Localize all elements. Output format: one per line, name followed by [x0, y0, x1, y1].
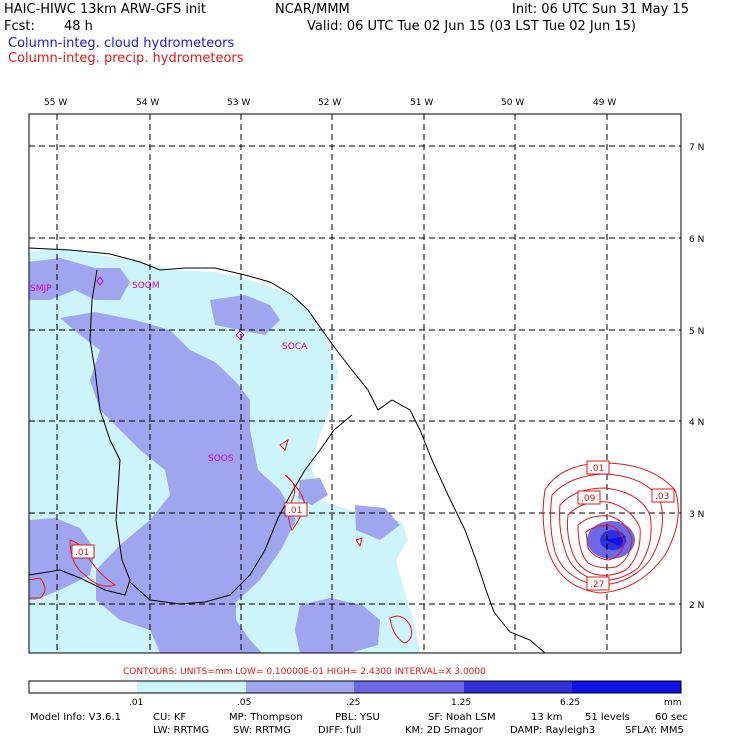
- footer-lw: LW: RRTMG: [153, 725, 210, 736]
- station-label: SOOS: [208, 454, 234, 464]
- colorbar-units: mm: [664, 698, 682, 708]
- station-markers: [96, 276, 245, 340]
- footer-pbl: PBL: YSU: [335, 712, 380, 723]
- footer-sf: SF: Noah LSM: [428, 712, 496, 723]
- contour-label-box: [71, 544, 95, 559]
- colorbar-segment: [137, 681, 246, 693]
- colorbar-tick: 6.25: [560, 698, 580, 708]
- lat-label: 2 N: [689, 601, 704, 611]
- precip-contour-center: [284, 474, 306, 531]
- contour-label-box: [577, 490, 601, 505]
- station-label: SOOM: [132, 281, 160, 291]
- lat-label: 5 N: [689, 327, 704, 337]
- precip-contour-south: [389, 615, 412, 644]
- coastline-main: [29, 247, 546, 653]
- footer-damp: DAMP: Rayleigh3: [510, 725, 596, 736]
- footer-levels: 51 levels: [585, 712, 630, 723]
- footer-mp: MP: Thompson: [229, 712, 303, 723]
- lon-label: 50 W: [501, 98, 524, 108]
- contour-label: .01: [75, 548, 89, 558]
- footer-km: KM: 2D Smagor: [405, 725, 483, 736]
- lon-label: 51 W: [410, 98, 433, 108]
- lon-label: 54 W: [136, 98, 159, 108]
- cloud-shade-max: [604, 536, 626, 546]
- station-label: SOCA: [282, 342, 308, 352]
- cloud-shade-medium: [29, 258, 400, 653]
- colorbar-ticks: .01 .05 .25 1.25 6.25 mm: [129, 698, 682, 708]
- colorbar-segment: [464, 681, 572, 693]
- precip-contour: [577, 515, 633, 569]
- colorbar-tick: 1.25: [451, 698, 471, 708]
- precip-contour-west: [29, 577, 46, 599]
- lat-label: 4 N: [689, 418, 704, 428]
- lat-label: 7 N: [689, 143, 704, 153]
- precip-contour: [585, 525, 625, 561]
- precip-contour-center: [355, 537, 363, 548]
- station-label: SMJP: [30, 284, 52, 294]
- station-marker: [235, 330, 245, 340]
- contour-label: .27: [590, 580, 604, 590]
- lon-label: 52 W: [318, 98, 341, 108]
- colorbar-tick: .25: [346, 698, 360, 708]
- colorbar-segment: [29, 681, 137, 693]
- lon-label: 49 W: [593, 98, 616, 108]
- contour-label-box: [586, 460, 610, 475]
- model-title: HAIC-HIWC 13km ARW-GFS init: [4, 2, 206, 17]
- cloud-shading: [29, 248, 635, 653]
- color-bar: [28, 680, 682, 694]
- valid-time: Valid: 06 UTC Tue 02 Jun 15 (03 LST Tue …: [307, 19, 636, 34]
- contour-label-box: [284, 502, 308, 517]
- lon-labels: 55 W 54 W 53 W 52 W 51 W 50 W 49 W: [44, 98, 616, 108]
- footer-model-info: Model Info: V3.6.1: [30, 712, 121, 723]
- latlon-grid: [29, 114, 681, 653]
- footer-diff: DIFF: full: [318, 725, 362, 736]
- colorbar-tick: .01: [129, 698, 143, 708]
- map-frame: [28, 113, 682, 654]
- lon-label: 55 W: [44, 98, 67, 108]
- colorbar-frame: [28, 680, 682, 694]
- contour-label-box: [651, 488, 675, 503]
- lat-labels: 7 N 6 N 5 N 4 N 3 N 2 N: [689, 143, 704, 611]
- cloud-field-title: Column-integ. cloud hydrometeors: [8, 36, 235, 51]
- colorbar-segment: [354, 681, 464, 693]
- footer-sflay: SFLAY: MM5: [625, 725, 684, 736]
- colorbar-segment: [246, 681, 354, 693]
- contour-label-box: [586, 576, 610, 591]
- center-label: NCAR/MMM: [275, 2, 350, 17]
- border-west: [29, 269, 131, 596]
- station-marker: [96, 276, 104, 286]
- footer-resolution: 13 km: [531, 712, 563, 723]
- lat-label: 3 N: [689, 510, 704, 520]
- colorbar-tick: .05: [237, 698, 251, 708]
- lat-label: 6 N: [689, 235, 704, 245]
- contour-label: .03: [655, 492, 669, 502]
- lon-label: 53 W: [227, 98, 250, 108]
- contour-label: .01: [288, 506, 302, 516]
- footer-timestep: 60 sec: [655, 712, 688, 723]
- contours-info: CONTOURS: UNITS=mm LOW= 0.10000E-01 HIGH…: [123, 667, 486, 677]
- contour-labels: .01 .01 .01 .03 .09 .27: [71, 460, 675, 591]
- precip-contour: [566, 501, 641, 576]
- precip-contour: [559, 487, 652, 581]
- contour-label: .09: [581, 494, 596, 504]
- contour-label: .01: [590, 464, 604, 474]
- footer-sw: SW: RRTMG: [233, 725, 291, 736]
- station-labels: SMJP SOOM SOCA SOOS: [30, 281, 308, 464]
- forecast-hour: 48 h: [64, 19, 93, 34]
- precip-contour-center: [279, 438, 289, 451]
- colorbar-segment: [572, 681, 681, 693]
- init-time: Init: 06 UTC Sun 31 May 15: [512, 2, 689, 17]
- precip-field-title: Column-integ. precip. hydrometeors: [8, 51, 244, 66]
- footer-cu: CU: KF: [153, 712, 187, 723]
- forecast-label: Fcst:: [4, 19, 35, 34]
